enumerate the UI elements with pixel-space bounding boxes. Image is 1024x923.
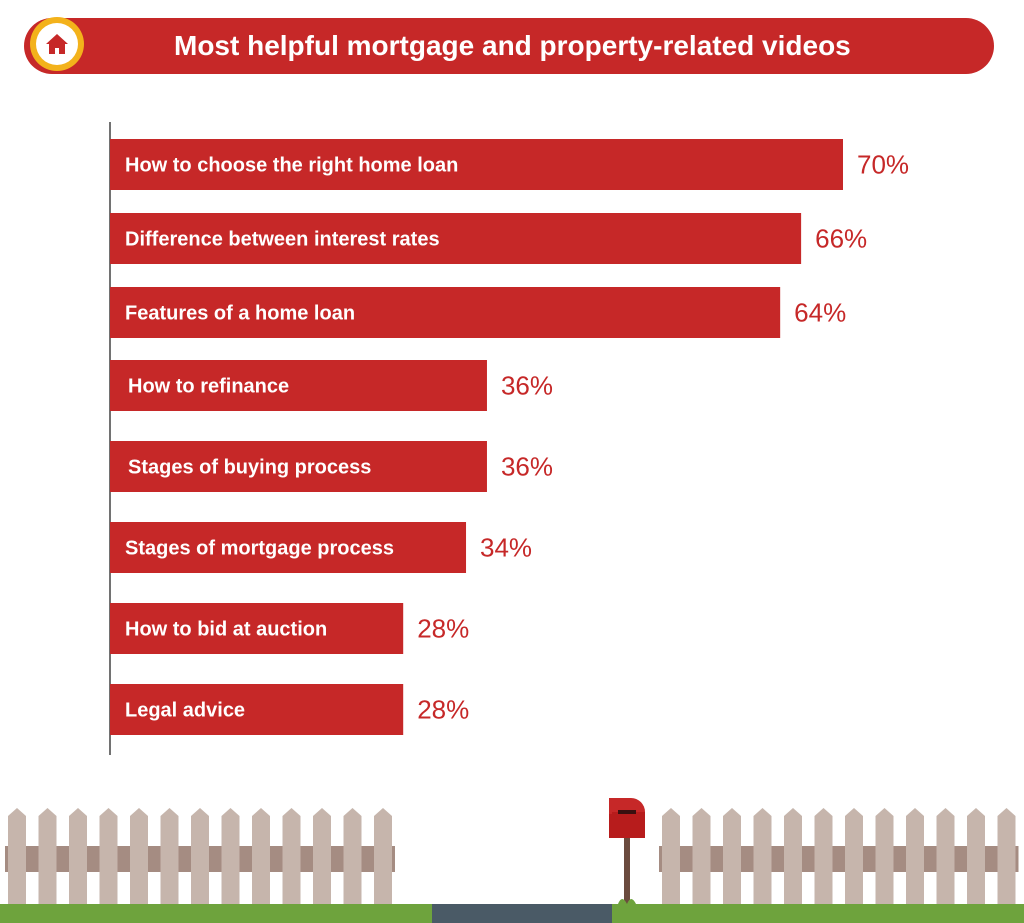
- bar-category-label: How to bid at auction: [125, 619, 327, 641]
- fence-picket: [936, 808, 955, 904]
- bar: [110, 603, 404, 654]
- bar-category-label: Difference between interest rates: [125, 229, 440, 251]
- fence-picket: [374, 808, 392, 904]
- home-badge: [30, 17, 84, 71]
- bar: [110, 441, 487, 492]
- bar-value-label: 28%: [417, 614, 469, 644]
- fence-picket: [997, 808, 1016, 904]
- bar-value-label: 36%: [501, 371, 553, 401]
- bar-category-label: How to choose the right home loan: [125, 155, 458, 177]
- home-icon: [46, 34, 68, 54]
- bar: [110, 684, 404, 735]
- bar-value-label: 64%: [794, 298, 846, 328]
- bar-value-label: 34%: [480, 533, 532, 563]
- fence-picket: [191, 808, 209, 904]
- fence-picket: [8, 808, 26, 904]
- fence-picket: [221, 808, 240, 904]
- fence-picket: [662, 808, 680, 904]
- fence-scene: [0, 798, 1024, 923]
- fence-picket: [160, 808, 179, 904]
- bar-category-label: How to refinance: [128, 376, 289, 398]
- fence-picket: [753, 808, 772, 904]
- fence-picket: [875, 808, 894, 904]
- fence-picket: [906, 808, 924, 904]
- fence-picket: [69, 808, 87, 904]
- fence-picket: [99, 808, 118, 904]
- bar-category-label: Legal advice: [125, 700, 245, 722]
- right-fence: [659, 808, 1019, 904]
- left-fence: [5, 808, 395, 904]
- bar-category-label: Features of a home loan: [125, 303, 355, 325]
- fence-picket: [343, 808, 362, 904]
- fence-picket: [252, 808, 270, 904]
- grass-right: [612, 904, 1024, 923]
- bar-value-label: 28%: [417, 695, 469, 725]
- bar-value-label: 36%: [501, 452, 553, 482]
- bar-category-label: Stages of buying process: [128, 457, 371, 479]
- fence-picket: [282, 808, 301, 904]
- road: [432, 904, 612, 923]
- title-bar: Most helpful mortgage and property-relat…: [24, 18, 994, 74]
- bar: [110, 522, 467, 573]
- bar: [110, 213, 802, 264]
- fence-picket: [130, 808, 148, 904]
- fence-picket: [38, 808, 57, 904]
- bar-category-label: Stages of mortgage process: [125, 538, 394, 560]
- chart-title: Most helpful mortgage and property-relat…: [174, 30, 851, 61]
- fence-picket: [784, 808, 802, 904]
- fence-picket: [692, 808, 711, 904]
- fence-picket: [814, 808, 833, 904]
- fence-picket: [313, 808, 331, 904]
- bar: [110, 139, 843, 190]
- bar-value-label: 66%: [815, 224, 867, 254]
- bar: [110, 360, 487, 411]
- mailbox-icon: [609, 798, 645, 904]
- fence-picket: [845, 808, 863, 904]
- fence-picket: [967, 808, 985, 904]
- grass-left: [0, 904, 432, 923]
- fence-picket: [723, 808, 741, 904]
- bar-value-label: 70%: [857, 150, 909, 180]
- bar-chart: How to choose the right home loan 70% Diff…: [109, 122, 909, 755]
- bar: [110, 287, 781, 338]
- fence-rail: [659, 846, 1019, 872]
